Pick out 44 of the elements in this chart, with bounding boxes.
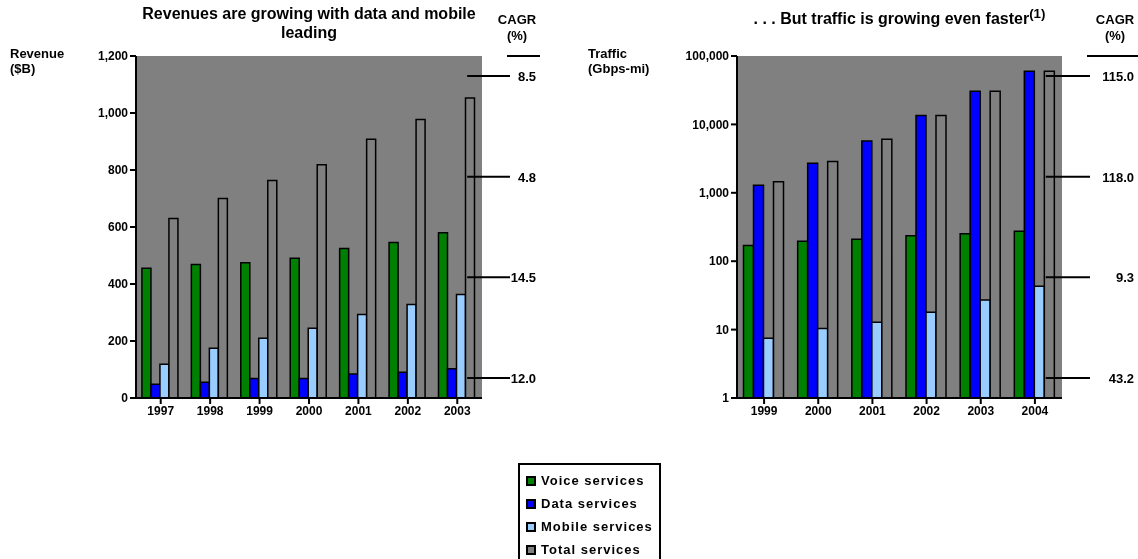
y-tick-label: 1,000 [698,186,730,201]
legend-label: Voice services [541,473,645,488]
y-tick-label: 400 [107,277,129,292]
text: 118.0 [1102,169,1134,185]
x-tick-label: 2004 [1021,403,1049,418]
y-tick-label: 100 [708,254,730,269]
x-tick-label: 2003 [443,403,471,418]
x-tick-label: 1999 [750,403,778,418]
text: 43.2 [1108,371,1134,386]
x-tick-label: 2002 [394,403,422,418]
text: 8.5 [517,69,536,84]
x-tick-label: 2002 [913,403,941,418]
x-tick-label: 2003 [967,403,995,418]
chart-title: Revenues are growing with data and mobile leading [141,4,477,42]
y-tick-label: 1 [722,391,730,406]
x-tick-label: 2000 [804,403,832,418]
y-tick-label: 1,000 [97,106,129,121]
x-tick-label: 1997 [147,403,175,418]
y-tick-label: 600 [107,220,129,235]
text: CAGR (%) [1094,12,1136,44]
text: 4.8 [517,169,536,185]
text: 12.0 [510,371,536,386]
legend-label: Mobile services [541,519,653,534]
x-tick-label: 2001 [859,403,887,418]
y-tick-label: 10 [715,322,730,337]
x-tick-label: 1999 [246,403,274,418]
y-tick-label: 100,000 [685,49,730,64]
x-tick-label: 2000 [295,403,323,418]
y-axis-title: Revenue ($B) [10,46,66,76]
chart-title: . . . But traffic is growing even faster$^{(1)}$ [752,5,1047,29]
y-tick-label: 1,200 [97,49,129,64]
legend-label: Data services [541,496,638,511]
y-tick-label: 800 [107,163,129,178]
y-tick-label: 200 [107,334,129,349]
x-tick-label: 1998 [196,403,224,418]
text: 9.3 [1115,270,1134,286]
y-axis-title: Traffic (Gbps-mi) [588,46,651,76]
y-tick-label: 0 [121,391,129,406]
text: CAGR (%) [496,12,538,44]
text: 14.5 [510,270,536,286]
legend-label: Total services [541,542,641,557]
x-tick-label: 2001 [345,403,373,418]
y-tick-label: 10,000 [692,117,730,132]
text: 115.0 [1102,69,1134,84]
